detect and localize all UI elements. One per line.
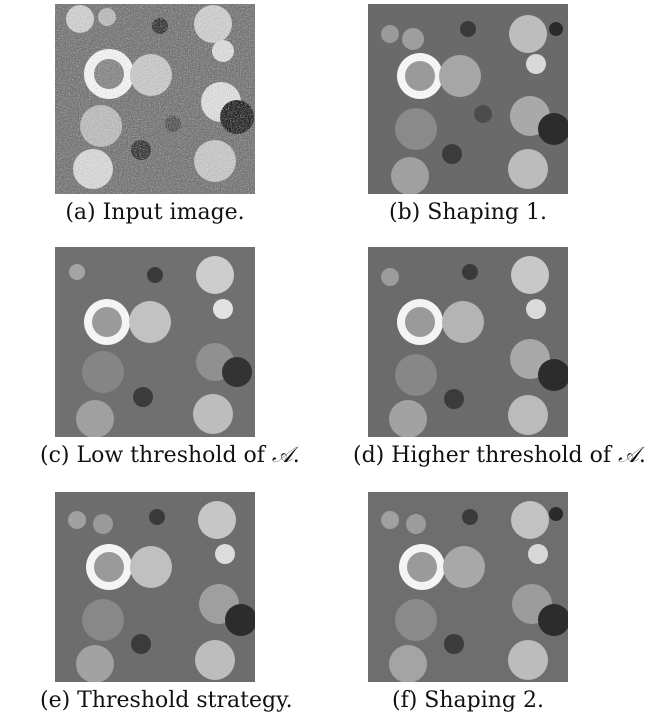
input-image-graphic <box>55 4 255 194</box>
shaping-2-graphic <box>368 492 568 682</box>
caption-e: (e) Threshold strategy. <box>40 688 293 713</box>
caption-c-symbol: 𝒜 <box>271 443 293 468</box>
caption-d-text: (d) Higher threshold of <box>353 443 618 468</box>
caption-a: (a) Input image. <box>65 200 245 225</box>
caption-c-text: (c) Low threshold of <box>40 443 272 468</box>
caption-b: (b) Shaping 1. <box>389 200 547 225</box>
caption-f: (f) Shaping 2. <box>391 688 544 713</box>
shaping-2-image <box>368 492 568 682</box>
input-image <box>55 4 255 194</box>
threshold-strategy-image <box>55 492 255 682</box>
shaping-1-image <box>368 4 568 194</box>
panel-c: (c) Low threshold of 𝒜. <box>40 247 300 469</box>
caption-c-suffix: . <box>292 443 300 468</box>
caption-c: (c) Low threshold of 𝒜. <box>40 443 300 469</box>
low-threshold-graphic <box>55 247 255 437</box>
caption-d-suffix: . <box>638 443 646 468</box>
panel-d: (d) Higher threshold of 𝒜. <box>353 247 646 469</box>
low-threshold-image <box>55 247 255 437</box>
panel-f: (f) Shaping 2. <box>353 492 583 714</box>
panel-b: (b) Shaping 1. <box>353 4 583 226</box>
caption-d: (d) Higher threshold of 𝒜. <box>353 443 646 469</box>
higher-threshold-graphic <box>368 247 568 437</box>
caption-d-symbol: 𝒜 <box>618 443 639 468</box>
threshold-strategy-graphic <box>55 492 255 682</box>
panel-a: (a) Input image. <box>40 4 270 226</box>
panel-e: (e) Threshold strategy. <box>40 492 293 714</box>
shaping-1-graphic <box>368 4 568 194</box>
higher-threshold-image <box>368 247 568 437</box>
